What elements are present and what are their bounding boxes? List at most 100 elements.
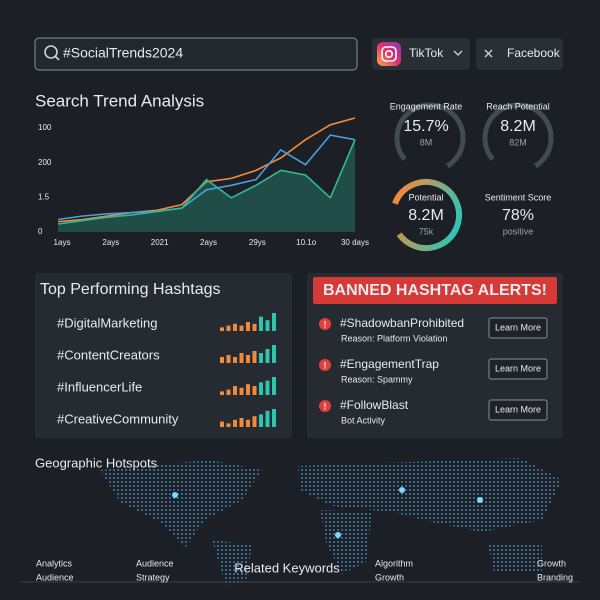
continent <box>298 458 562 532</box>
filter-pill[interactable] <box>476 38 563 70</box>
button-label: Learn More <box>495 322 541 332</box>
mini-bar <box>272 409 276 427</box>
mini-bar <box>259 353 263 363</box>
x-tick-label: 2ays <box>102 238 119 247</box>
mini-bar <box>265 349 270 363</box>
mini-bar <box>239 418 244 427</box>
close-icon[interactable] <box>484 49 493 58</box>
filter-label: TikTok <box>409 46 444 60</box>
banned-reason: Reason: Spammy <box>341 374 413 384</box>
alert-icon-mark: ! <box>324 401 327 411</box>
platform-icon <box>384 49 393 58</box>
keyword[interactable]: Growth <box>537 558 566 568</box>
metric-label: Engagement Rate <box>390 101 463 111</box>
platform-icon <box>377 42 401 66</box>
keyword[interactable]: Growth <box>375 572 404 582</box>
keyword[interactable]: Analytics <box>36 558 73 568</box>
hotspot <box>477 497 483 503</box>
mini-bar <box>220 421 224 427</box>
x-tick-label: 29ys <box>249 238 266 247</box>
panel-title: Top Performing Hashtags <box>40 281 221 298</box>
gauge-ring <box>389 179 462 252</box>
mini-bar <box>259 316 263 331</box>
line <box>57 139 356 225</box>
mini-bar <box>220 327 224 331</box>
mini-bar <box>226 423 231 427</box>
metric-label: Potential <box>408 192 443 202</box>
line <box>57 134 356 221</box>
hashtag[interactable]: #CreativeCommunity <box>57 411 179 426</box>
mini-bar <box>272 313 276 331</box>
mini-bar <box>239 387 244 395</box>
continent <box>100 460 262 548</box>
keyword[interactable]: Audience <box>136 558 174 568</box>
banned-tag: #ShadowbanProhibited <box>340 316 464 330</box>
mini-bar <box>246 355 250 363</box>
metric-sub: 75k <box>419 226 434 236</box>
hotspot <box>399 487 405 493</box>
mini-bar <box>239 325 244 331</box>
y-tick-label: 0 <box>38 227 43 236</box>
alert-banner <box>313 277 557 304</box>
hashtag[interactable]: #ContentCreators <box>57 347 160 362</box>
keywords-title: Related Keywords <box>234 560 340 575</box>
keyword[interactable]: Audience <box>36 572 74 582</box>
alert-icon <box>319 359 331 371</box>
alert-icon-mark: ! <box>324 360 327 370</box>
map-title: Geographic Hotspots <box>35 455 158 470</box>
chart-title: Search Trend Analysis <box>35 91 204 110</box>
mini-bar <box>226 389 231 395</box>
banned-tag: #FollowBlast <box>340 398 409 412</box>
banned-tag: #EngagementTrap <box>340 357 439 371</box>
mini-bar <box>233 323 237 331</box>
mini-bar <box>252 323 257 331</box>
hashtag[interactable]: #DigitalMarketing <box>57 315 157 330</box>
world-map <box>100 458 562 586</box>
metric-sub: 8M <box>420 137 433 147</box>
mini-bar <box>226 355 231 363</box>
alert-icon <box>319 400 331 412</box>
line <box>57 117 356 223</box>
keyword[interactable]: Strategy <box>136 572 170 582</box>
x-tick-label: 2021 <box>151 238 169 247</box>
x-tick-label: 2ays <box>200 238 217 247</box>
hashtag[interactable]: #InfluencerLife <box>57 379 142 394</box>
button-label: Learn More <box>495 363 541 373</box>
keyword[interactable]: Branding <box>537 572 573 582</box>
mini-bar <box>233 419 237 427</box>
x-tick-label: 10.1o <box>296 238 317 247</box>
hotspot <box>335 532 341 538</box>
button[interactable] <box>488 358 548 380</box>
metric-sub: 82M <box>509 137 527 147</box>
keyword[interactable]: Algorithm <box>375 558 413 568</box>
search-box[interactable] <box>34 37 358 71</box>
panel <box>35 273 292 438</box>
button-label: Learn More <box>495 404 541 414</box>
mini-bar <box>233 357 237 363</box>
metric-label: Reach Potential <box>486 101 550 111</box>
metric-value: 8.2M <box>500 118 536 135</box>
y-tick-label: 100 <box>38 123 52 132</box>
button[interactable] <box>488 399 548 421</box>
button[interactable] <box>488 317 548 339</box>
mini-bar <box>233 386 237 395</box>
mini-bar <box>259 382 263 395</box>
area <box>58 139 355 232</box>
metric-value: 8.2M <box>408 207 444 224</box>
continent <box>488 545 542 572</box>
mini-bar <box>252 351 257 363</box>
mini-bar <box>226 325 231 331</box>
mini-bar <box>220 391 224 395</box>
mini-bar <box>246 419 250 427</box>
metric-value: 78% <box>502 207 534 224</box>
mini-bar <box>246 322 250 331</box>
continent <box>212 540 252 586</box>
mini-bar <box>246 384 250 395</box>
alert-icon-mark: ! <box>324 319 327 329</box>
mini-bar <box>239 353 244 363</box>
y-tick-label: 200 <box>38 158 52 167</box>
mini-bar <box>265 410 270 427</box>
mini-bar <box>220 357 224 363</box>
search-icon <box>54 55 60 61</box>
mini-bar <box>272 345 276 363</box>
